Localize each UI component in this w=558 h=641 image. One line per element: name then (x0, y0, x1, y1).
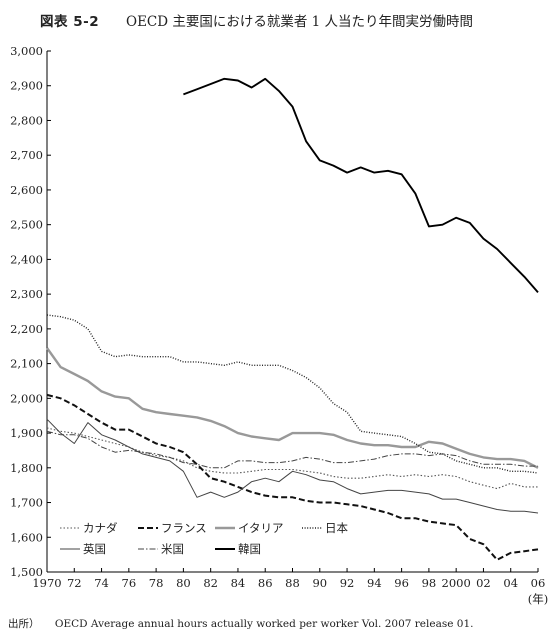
series-line-6 (46, 430, 538, 469)
y-tick-label: 1,600 (10, 530, 43, 544)
x-tick-label: 82 (203, 576, 218, 590)
x-tick-label: 92 (340, 576, 355, 590)
y-tick-label: 2,200 (10, 322, 43, 336)
axes: 1,500 1,600 1,700 1,800 1,900 2,000 2,100 2,200… (10, 44, 548, 606)
x-tick-label: 88 (285, 576, 300, 590)
y-tick-label: 2,500 (10, 218, 43, 232)
y-tick-label: 2,600 (10, 183, 43, 197)
x-tick-label: 98 (422, 576, 437, 590)
x-tick-label: 04 (503, 576, 518, 590)
series-line-3 (46, 347, 539, 469)
x-tick-label: 1970 (32, 576, 61, 590)
legend-label-4: 日本 (325, 521, 348, 535)
source-label: 出所） (8, 618, 40, 630)
line-chart: 1,500 1,600 1,700 1,800 1,900 2,000 2,100 2,200… (10, 44, 548, 606)
legend-label-6: 米国 (161, 542, 184, 556)
y-tick-label: 1,900 (10, 426, 43, 440)
title-text: OECD 主要国における就業者 1 人当たり年間実労働時間 (126, 14, 474, 30)
y-tick-label: 3,000 (10, 44, 43, 58)
y-tick-label: 1,800 (10, 461, 43, 475)
x-tick-label: 78 (149, 576, 164, 590)
y-tick-label: 2,000 (10, 391, 43, 405)
series-line-7 (183, 77, 539, 294)
x-tick-label: 96 (394, 576, 409, 590)
y-tick-label: 2,800 (10, 113, 43, 127)
legend-label-5: 英国 (83, 542, 106, 556)
series-line-2 (46, 393, 539, 561)
x-tick-label: 94 (367, 576, 382, 590)
legend-label-3: イタリア (238, 521, 284, 535)
figure-label: 図表 5-2 (40, 14, 100, 30)
y-tick-label: 2,900 (10, 79, 43, 93)
y-tick-label: 1,700 (10, 496, 43, 510)
y-tick-label: 1,500 (10, 565, 43, 579)
series-layer (46, 77, 539, 561)
y-tick-label: 2,100 (10, 357, 43, 371)
y-tick-label: 2,700 (10, 148, 43, 162)
series-line-5 (46, 418, 539, 514)
legend-label-1: カナダ (83, 521, 118, 535)
x-axis-label: (年) (528, 592, 548, 606)
x-tick-label: 02 (476, 576, 491, 590)
x-tick-label: 06 (531, 576, 546, 590)
x-tick-label: 86 (258, 576, 273, 590)
chart-title: 図表 5-2 OECD 主要国における就業者 1 人当たり年間実労働時間 (0, 6, 558, 32)
x-tick-label: 80 (176, 576, 191, 590)
source-note: 出所） OECD Average annual hours actually w… (8, 616, 473, 631)
source-text: OECD Average annual hours actually worke… (54, 618, 474, 630)
x-tick-label: 76 (122, 576, 137, 590)
y-tick-label: 2,400 (10, 252, 43, 266)
x-tick-label: 74 (94, 576, 109, 590)
x-tick-label: 72 (67, 576, 82, 590)
y-tick-label: 2,300 (10, 287, 43, 301)
x-tick-label: 84 (231, 576, 246, 590)
x-tick-label: 90 (312, 576, 327, 590)
x-tick-label: 2000 (442, 576, 471, 590)
legend-label-7: 韓国 (238, 542, 261, 556)
legend-label-2: フランス (161, 521, 207, 535)
series-line-4 (46, 314, 539, 474)
